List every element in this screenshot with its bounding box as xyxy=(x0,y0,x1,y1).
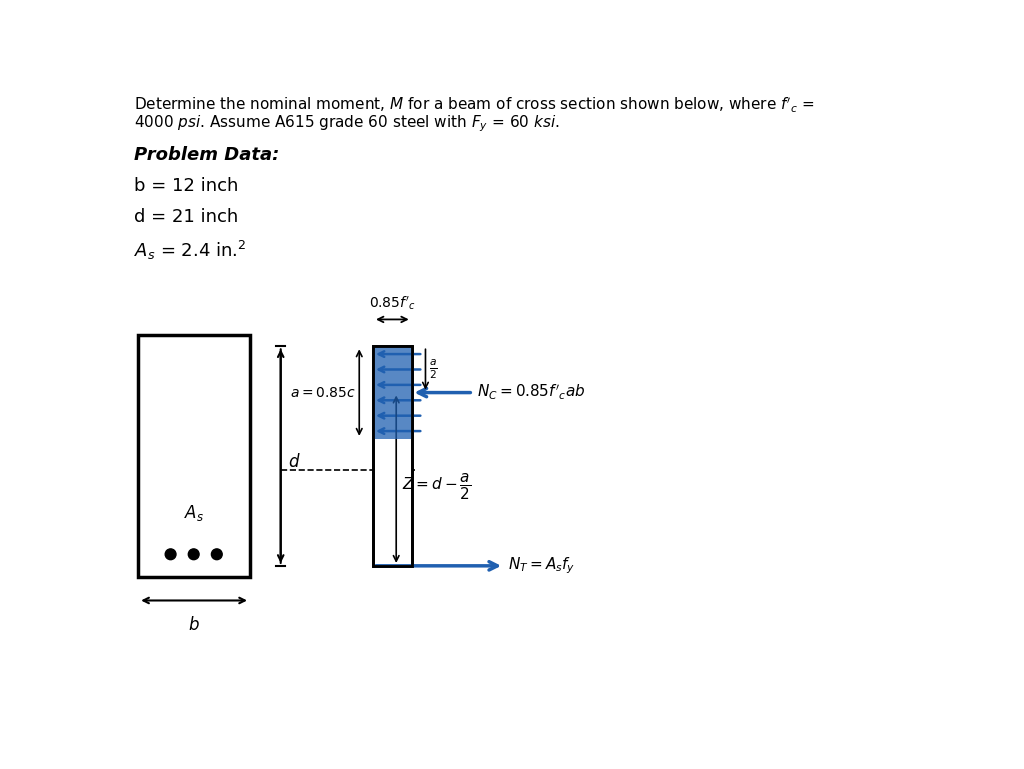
Text: $\frac{a}{2}$: $\frac{a}{2}$ xyxy=(429,358,438,381)
Text: $a = 0.85c$: $a = 0.85c$ xyxy=(290,385,355,400)
Text: $d$: $d$ xyxy=(289,453,301,471)
Circle shape xyxy=(211,549,222,560)
Text: $b$: $b$ xyxy=(188,616,200,634)
Text: $A_s$: $A_s$ xyxy=(183,504,204,524)
Text: Determine the nominal moment, $\mathit{M}$ for a beam of cross section shown bel: Determine the nominal moment, $\mathit{M… xyxy=(134,96,815,115)
Bar xyxy=(373,346,412,566)
Text: b = 12 inch: b = 12 inch xyxy=(134,177,239,195)
Text: $N_T = A_s f_y$: $N_T = A_s f_y$ xyxy=(508,555,575,576)
Text: Problem Data:: Problem Data: xyxy=(134,146,280,164)
Text: $A_s$ = 2.4 in.$^2$: $A_s$ = 2.4 in.$^2$ xyxy=(134,238,247,261)
Text: d = 21 inch: d = 21 inch xyxy=(134,208,239,226)
Bar xyxy=(138,335,250,578)
Circle shape xyxy=(165,549,176,560)
Bar xyxy=(373,346,412,439)
Text: $\mathit{4000}$ $\mathit{psi}$. Assume A615 grade 60 steel with $\mathit{F_y}$ =: $\mathit{4000}$ $\mathit{psi}$. Assume A… xyxy=(134,114,560,135)
Text: $N_C = 0.85f'_c ab$: $N_C = 0.85f'_c ab$ xyxy=(477,383,586,402)
Circle shape xyxy=(188,549,199,560)
Text: $0.85f'_c$: $0.85f'_c$ xyxy=(369,294,416,311)
Text: $Z = d - \dfrac{a}{2}$: $Z = d - \dfrac{a}{2}$ xyxy=(402,472,472,502)
Bar xyxy=(373,346,412,566)
